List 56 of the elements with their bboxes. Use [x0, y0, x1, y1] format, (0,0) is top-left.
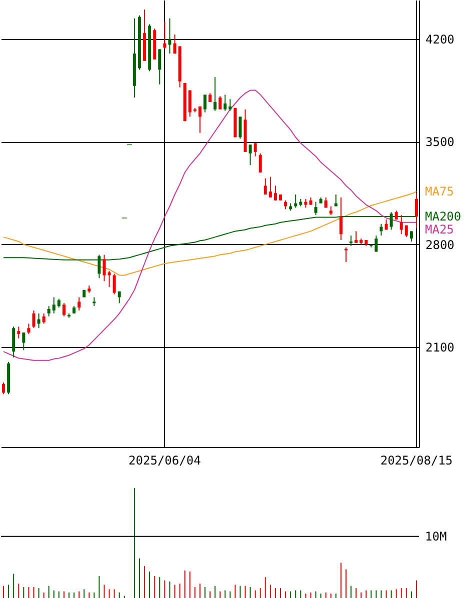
candlestick — [254, 142, 257, 157]
candlestick — [158, 48, 162, 85]
candlestick — [224, 94, 227, 112]
series-label: MA200 — [425, 210, 462, 224]
candlestick — [112, 273, 116, 295]
candlestick — [344, 246, 348, 263]
ref-line-label: 10M — [425, 529, 447, 544]
candlestick — [214, 76, 217, 112]
x-tick-label: 2025/06/04 — [128, 454, 201, 468]
candlestick — [264, 178, 267, 196]
candlestick — [258, 152, 262, 173]
candlestick — [339, 196, 342, 241]
y-tick-label: 3500 — [426, 135, 454, 150]
candlestick — [78, 296, 81, 311]
candlestick — [294, 194, 298, 208]
candlestick — [62, 302, 66, 317]
series-label: MA25 — [425, 222, 454, 237]
line-series — [3, 90, 417, 361]
candlestick — [400, 214, 403, 235]
candlestick — [350, 235, 353, 246]
candlestick — [314, 201, 318, 216]
candlestick — [52, 296, 56, 314]
candlestick — [198, 106, 202, 134]
candlestick — [168, 18, 172, 54]
candlestick — [203, 94, 206, 113]
y-tick-label: 2800 — [426, 238, 454, 252]
candlestick — [102, 254, 106, 282]
candlestick — [163, 20, 166, 50]
candlestick — [22, 332, 26, 351]
candlestick — [334, 194, 338, 207]
candlestick — [2, 382, 6, 395]
candlestick — [37, 312, 40, 329]
candlestick — [218, 96, 222, 110]
candlestick — [380, 223, 383, 236]
candlestick — [17, 326, 20, 339]
line-series — [3, 191, 417, 276]
candlestick — [173, 34, 176, 54]
candlestick — [42, 312, 46, 324]
candlestick — [47, 306, 50, 317]
x-tick-label: 2025/08/15 — [380, 454, 453, 468]
candlestick — [32, 310, 36, 329]
candlestick — [410, 230, 413, 242]
candlestick — [238, 116, 242, 140]
candlestick — [27, 323, 30, 334]
candlestick — [274, 185, 277, 201]
candlestick — [248, 144, 252, 166]
y-tick-label: 4200 — [426, 32, 454, 46]
candlestick — [268, 176, 272, 198]
series-label: MA75 — [425, 184, 454, 199]
y-tick-label: 2100 — [426, 340, 454, 355]
candlestick — [228, 98, 232, 112]
candlestick — [414, 192, 418, 229]
candlestick — [374, 235, 378, 252]
candlestick — [188, 90, 192, 118]
candlestick — [12, 326, 16, 358]
candlestick — [354, 230, 358, 244]
